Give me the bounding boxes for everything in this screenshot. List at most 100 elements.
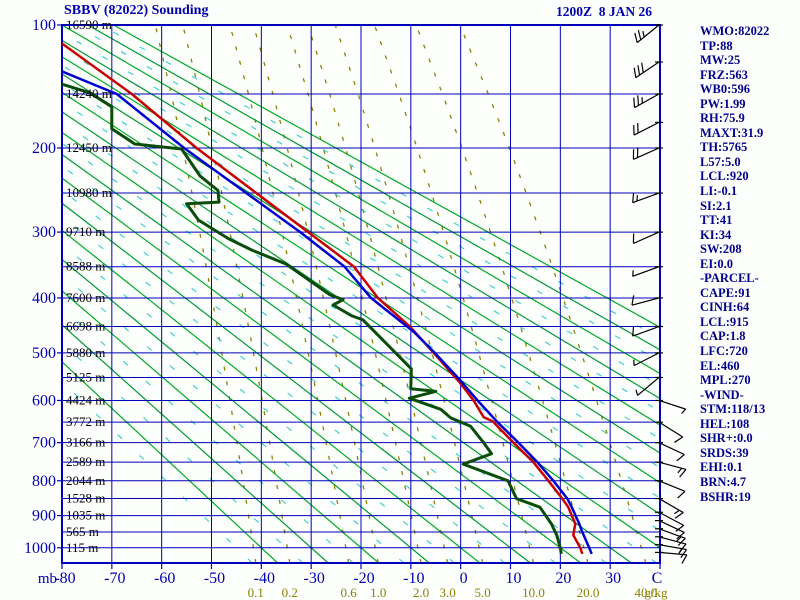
wind-barb (632, 266, 663, 277)
barb-full-tick (637, 95, 640, 106)
wind-barb (635, 376, 663, 396)
dry-adiabat-line (62, 258, 430, 563)
height-label: 8588 m (66, 259, 105, 274)
dry-adiabat-line (62, 73, 660, 454)
stats-panel: WMO:82022 TP:88 MW:25 FRZ:563 WB0:596 PW:1.99… (700, 24, 800, 504)
barb-staff (658, 461, 687, 471)
barb-staff (658, 442, 685, 456)
mixing-ratio-label: 3.0 (439, 585, 455, 600)
temp-axis-label: 30 (605, 570, 621, 587)
moist-adiabat-dashed-line (62, 47, 660, 413)
temp-axis-label: 10 (506, 570, 522, 587)
panel-stat-line: TT:41 (700, 213, 733, 228)
pressure-axis-label: 400 (32, 290, 56, 307)
temp-axis-label: -20 (353, 570, 374, 587)
height-label: 1528 m (66, 491, 105, 506)
barb-full-tick (679, 469, 687, 478)
barb-full-tick (637, 65, 641, 76)
panel-stat-line: TH:5765 (700, 140, 748, 155)
pressure-axis-label: 800 (32, 473, 56, 490)
pressure-axis-label: 600 (32, 392, 56, 409)
mixing-ratio-label: 0.1 (248, 585, 264, 600)
wind-barb (655, 480, 686, 499)
mixing-ratio-label: 0.6 (340, 585, 357, 600)
height-label: 12450 m (66, 140, 112, 155)
dry-adiabat-line (87, 25, 660, 351)
panel-stat-line: SW:208 (700, 242, 742, 257)
mixing-ratio-label: 0.2 (282, 585, 298, 600)
mixing-ratio-line (459, 25, 647, 563)
barb-half-tick (674, 509, 680, 515)
barb-staff (633, 352, 660, 367)
barb-full-tick (681, 554, 688, 564)
wind-barb (633, 61, 663, 79)
wind-barb (655, 519, 685, 540)
height-label: 5125 m (66, 369, 105, 384)
barb-full-tick (637, 29, 642, 40)
dry-adiabat-line (62, 91, 660, 484)
panel-stat-line: LCL:915 (700, 314, 749, 329)
panel-stat-line: KI:34 (700, 227, 732, 242)
dry-adiabat-line (62, 290, 380, 563)
dry-adiabat-line (62, 153, 632, 563)
wind-barb (632, 231, 663, 245)
dry-adiabat-line (62, 25, 660, 375)
height-label: 4424 m (66, 392, 105, 407)
moist-adiabat-dashed-line (62, 165, 607, 563)
wind-barb (633, 121, 663, 136)
temp-axis-label: 0 (460, 570, 468, 587)
mixing-ratio-label: 5.0 (475, 585, 491, 600)
barb-staff (637, 376, 660, 396)
height-label: 16590 m (66, 17, 112, 32)
dry-adiabat-line (113, 25, 660, 328)
wind-barb (632, 147, 663, 160)
height-label: 6698 m (66, 319, 105, 334)
temp-axis-label: -60 (154, 570, 175, 587)
mixing-ratio-line (373, 25, 535, 563)
panel-stat-line: CINH:64 (700, 300, 750, 315)
parcel-trace (62, 70, 593, 555)
height-label: 9710 m (66, 224, 105, 239)
wind-barb (655, 442, 685, 462)
pressure-axis-label: 700 (32, 435, 56, 452)
pressure-axis-label: 500 (32, 345, 56, 362)
barb-half-tick (635, 389, 639, 396)
pressure-axis-label: 100 (32, 17, 56, 34)
dry-adiabat-line (62, 324, 329, 563)
height-label: 115 m (66, 540, 98, 555)
barb-full-tick (675, 524, 685, 532)
panel-stat-line: LI:-0.1 (700, 184, 738, 199)
temp-axis-label: -50 (204, 570, 225, 587)
barb-staff (658, 421, 684, 438)
barb-full-tick (633, 97, 636, 108)
height-label: 2044 m (66, 473, 105, 488)
sounding-traces (62, 42, 593, 555)
panel-stat-line: PW:1.99 (700, 96, 746, 111)
mixing-ratio-line (334, 25, 484, 563)
pressure-axis-label: 200 (32, 140, 56, 157)
panel-stat-line: FRZ:563 (700, 67, 748, 82)
panel-stat-line: SRDS:39 (700, 445, 749, 460)
barb-half-tick (681, 408, 687, 414)
temp-axis-label: -10 (403, 570, 424, 587)
wind-barb (633, 93, 663, 109)
barb-half-tick (632, 270, 634, 277)
barb-staff (658, 498, 684, 514)
wind-barb (631, 295, 663, 306)
barb-staff (631, 297, 660, 306)
wind-barb (655, 497, 684, 519)
barb-full-tick (674, 436, 684, 443)
height-label: 7600 m (66, 290, 105, 305)
dewpoint-trace (62, 82, 563, 555)
panel-stat-line: TP:88 (700, 38, 733, 53)
mixing-ratio-label: 40.0 (635, 585, 658, 600)
mixing-ratio-label: 10.0 (522, 585, 545, 600)
temperature-trace (62, 42, 584, 555)
dry-adiabat-line (62, 177, 582, 563)
barb-full-tick (676, 531, 685, 540)
mixing-ratio-label: 1.0 (370, 585, 386, 600)
barb-half-tick (636, 195, 639, 202)
barb-full-tick (679, 543, 687, 553)
height-label: 1035 m (66, 508, 105, 523)
panel-stat-line: SI:2.1 (700, 198, 732, 213)
